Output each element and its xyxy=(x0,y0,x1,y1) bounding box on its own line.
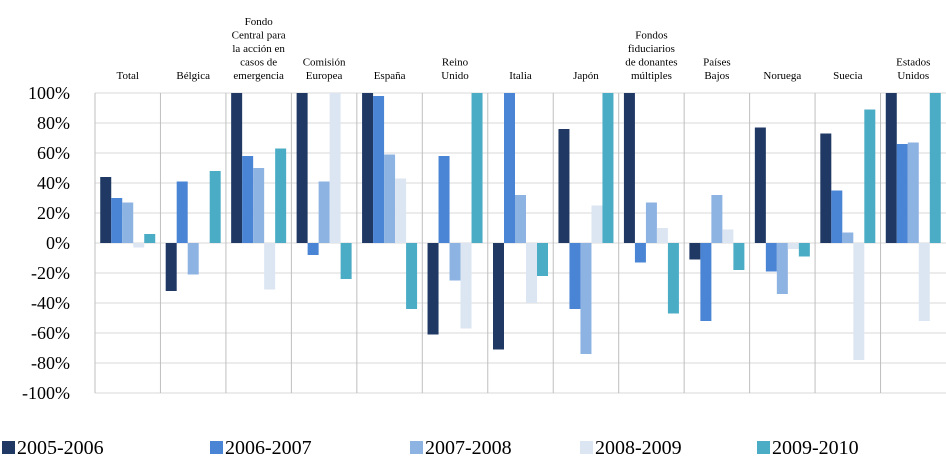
legend-swatch xyxy=(757,441,770,454)
y-tick-label: -20% xyxy=(31,263,70,283)
bar xyxy=(765,243,777,272)
bar xyxy=(667,243,679,314)
y-tick-label: -40% xyxy=(31,293,70,313)
bar xyxy=(645,202,657,243)
bar xyxy=(918,243,930,321)
bar xyxy=(460,243,472,329)
bar xyxy=(820,133,832,243)
bar xyxy=(122,202,134,243)
bar xyxy=(362,93,374,243)
x-tick-label: Países Bajos xyxy=(703,57,731,83)
bar xyxy=(864,109,876,243)
bar xyxy=(537,243,548,276)
bar xyxy=(493,243,504,350)
y-tick-label: 60% xyxy=(37,143,70,163)
bar xyxy=(340,243,352,279)
y-tick-label: -80% xyxy=(31,353,70,373)
bar xyxy=(449,243,461,281)
bar xyxy=(100,177,112,243)
bar xyxy=(438,156,450,243)
x-tick-label: Italia xyxy=(509,70,532,82)
bar xyxy=(406,243,418,309)
bar xyxy=(165,243,177,291)
bar xyxy=(264,243,276,290)
bar xyxy=(776,243,788,294)
y-tick-label: 0% xyxy=(46,233,70,253)
bar xyxy=(176,181,188,243)
bar xyxy=(689,243,701,260)
bar xyxy=(842,232,854,243)
bar xyxy=(853,243,865,360)
legend-label: 2007-2008 xyxy=(425,437,512,458)
bar xyxy=(831,190,843,243)
bar xyxy=(896,144,908,243)
bar xyxy=(634,243,646,263)
legend-label: 2008-2009 xyxy=(595,437,682,458)
bar xyxy=(242,156,254,243)
legend-swatch xyxy=(210,441,223,454)
bar xyxy=(591,205,603,243)
bar xyxy=(733,243,745,270)
bar xyxy=(471,93,483,243)
bar xyxy=(754,127,766,243)
bar xyxy=(700,243,712,321)
bar xyxy=(395,178,407,243)
bar xyxy=(711,195,723,243)
x-tick-label: Estados Unidos xyxy=(896,57,930,83)
legend-swatch xyxy=(580,441,593,454)
bar xyxy=(602,93,614,243)
y-tick-label: -60% xyxy=(31,323,70,343)
bar xyxy=(296,93,308,243)
legend-label: 2005-2006 xyxy=(17,437,104,458)
bar xyxy=(798,243,810,257)
bar xyxy=(515,195,526,243)
bar xyxy=(569,243,581,309)
y-tick-label: 40% xyxy=(37,173,70,193)
bar xyxy=(787,243,799,249)
bar xyxy=(209,171,221,243)
bar xyxy=(275,148,287,243)
bar xyxy=(885,93,897,243)
legend-label: 2006-2007 xyxy=(225,437,312,458)
bar xyxy=(253,168,265,243)
y-tick-label: 100% xyxy=(28,83,70,103)
bar xyxy=(144,234,156,243)
x-tick-label: Noruega xyxy=(763,70,801,82)
y-tick-label: 20% xyxy=(37,203,70,223)
bar xyxy=(929,93,941,243)
bar xyxy=(504,93,515,243)
bar xyxy=(558,129,570,243)
bar xyxy=(580,243,592,354)
bar xyxy=(373,96,385,243)
bar xyxy=(111,198,123,243)
x-tick-label: Suecia xyxy=(833,70,862,82)
bar xyxy=(329,93,341,243)
x-tick-label: Total xyxy=(117,70,139,82)
legend-swatch xyxy=(410,441,423,454)
bar xyxy=(526,243,537,303)
x-tick-label: Japón xyxy=(573,70,599,82)
legend-label: 2009-2010 xyxy=(772,437,859,458)
bar xyxy=(722,229,734,243)
y-tick-label: 80% xyxy=(37,113,70,133)
x-tick-label: Fondos fiduciarios de donantes múltiples xyxy=(625,30,677,83)
bar xyxy=(187,243,199,275)
bar xyxy=(231,93,243,243)
legend-swatch xyxy=(2,441,15,454)
bar xyxy=(427,243,439,335)
bar xyxy=(656,228,668,243)
bar xyxy=(318,181,330,243)
bar xyxy=(133,243,145,248)
bar xyxy=(907,142,919,243)
x-tick-label: España xyxy=(374,70,406,82)
x-tick-label: Fondo Central para la acción en casos de eme… xyxy=(232,16,286,82)
x-tick-label: Bélgica xyxy=(176,70,210,82)
x-tick-label: Comisión Europea xyxy=(303,57,346,83)
x-tick-label: Reino Unido xyxy=(441,57,469,83)
y-tick-label: -100% xyxy=(22,383,70,403)
bar xyxy=(307,243,319,255)
bar xyxy=(384,154,396,243)
bar xyxy=(623,93,635,243)
